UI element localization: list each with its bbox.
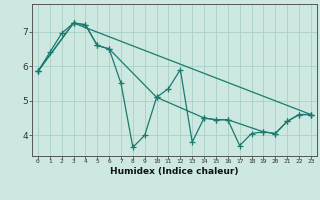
X-axis label: Humidex (Indice chaleur): Humidex (Indice chaleur) (110, 167, 239, 176)
